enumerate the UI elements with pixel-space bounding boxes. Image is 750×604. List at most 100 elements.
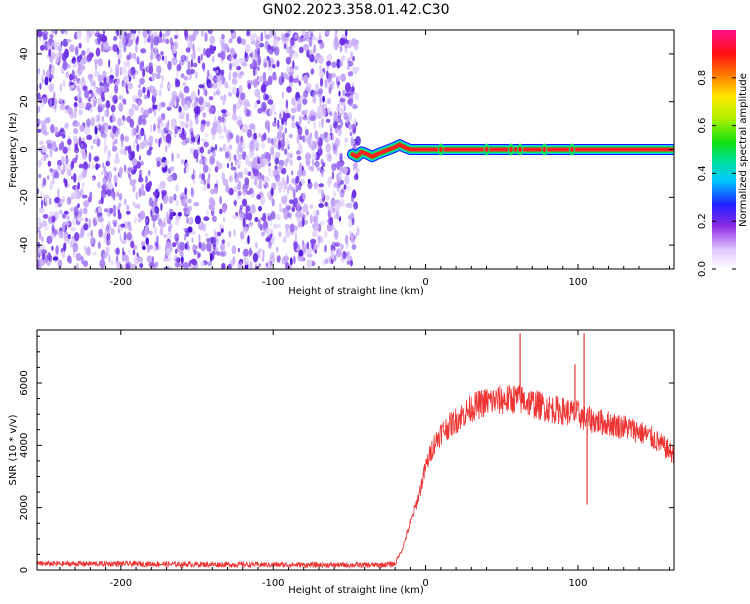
spectrogram-noise-blob bbox=[216, 160, 219, 166]
spectrogram-noise-blob bbox=[116, 47, 120, 55]
spectrogram-noise-blob bbox=[297, 121, 302, 126]
spectrogram-noise-blob bbox=[152, 220, 155, 229]
spectrogram-noise-blob bbox=[227, 263, 232, 269]
spectrogram-noise-blob bbox=[321, 188, 324, 199]
spectrogram-noise-blob bbox=[41, 220, 48, 227]
spectrogram-noise-blob bbox=[296, 133, 300, 144]
spectrogram-noise-blob bbox=[154, 206, 160, 214]
spectrogram-noise-blob bbox=[174, 34, 178, 40]
spectrogram-noise-blob bbox=[167, 101, 170, 108]
spectrogram-noise-blob bbox=[60, 231, 64, 239]
colorbar: 0.0 0.2 0.4 0.6 0.8 Normalized spectral ampl… bbox=[697, 30, 749, 277]
spectrogram-noise-blob bbox=[77, 216, 83, 222]
spectrogram-noise-blob bbox=[351, 244, 357, 250]
spectrogram-noise-blob bbox=[349, 132, 352, 137]
spectrogram-noise-blob bbox=[73, 135, 78, 144]
spectrogram-noise-blob bbox=[136, 56, 140, 65]
spectrogram-noise-blob bbox=[176, 70, 179, 78]
spectrogram-noise-blob bbox=[286, 86, 292, 93]
spectrogram-noise-blob bbox=[319, 71, 325, 78]
spectrogram-noise-blob bbox=[340, 243, 343, 251]
spectrogram-noise-blob bbox=[315, 83, 320, 92]
spectrogram-noise-blob bbox=[333, 120, 338, 129]
spectrogram-noise-blob bbox=[62, 80, 66, 88]
spectrogram-noise-blob bbox=[268, 240, 272, 249]
spectrogram-noise-blob bbox=[73, 173, 77, 183]
spectrogram-noise-blob bbox=[175, 257, 181, 263]
spectrogram-noise-blob bbox=[172, 242, 177, 248]
spectrogram-noise-blob bbox=[113, 174, 118, 183]
spectrogram-noise-blob bbox=[126, 204, 130, 211]
spectrogram-noise-blob bbox=[301, 217, 305, 227]
spectrogram-noise-blob bbox=[289, 212, 292, 220]
spectrogram-noise-blob bbox=[204, 89, 208, 97]
signal-track-blip-core bbox=[518, 147, 523, 152]
colorbar-tick-label: 0.4 bbox=[697, 165, 708, 181]
spectrogram-noise-blob bbox=[279, 108, 284, 114]
spectrogram-noise-blob bbox=[264, 30, 267, 37]
spectrogram-noise-blob bbox=[179, 262, 185, 268]
spectrogram-noise-blob bbox=[138, 218, 142, 223]
spectrogram-noise-blob bbox=[264, 78, 269, 86]
spectrogram-noise-blob bbox=[102, 162, 105, 169]
spectrogram-noise-blob bbox=[210, 126, 217, 136]
spectrogram-noise-blob bbox=[200, 123, 205, 133]
spectrogram-noise-blob bbox=[54, 30, 58, 35]
spectrogram-noise-blob bbox=[301, 110, 307, 116]
spectrogram-noise-blob bbox=[233, 186, 238, 193]
spectrogram-noise-blob bbox=[221, 228, 224, 233]
spectrogram-noise-blob bbox=[259, 157, 263, 163]
spectrogram-noise-blob bbox=[167, 225, 172, 233]
spectrogram-noise-blob bbox=[131, 126, 136, 137]
spectrogram-noise-blob bbox=[165, 133, 172, 144]
snr-background bbox=[37, 330, 674, 570]
colorbar-tick-label: 0.0 bbox=[697, 261, 708, 277]
spectrogram-noise-blob bbox=[274, 174, 281, 182]
spectrogram-noise-blob bbox=[250, 151, 255, 157]
spectrogram-noise-blob bbox=[53, 91, 56, 99]
spectrogram-noise-blob bbox=[238, 84, 243, 95]
spectrogram-noise-blob bbox=[284, 223, 290, 230]
spectrogram-noise-blob bbox=[65, 158, 70, 164]
spectrogram-noise-blob bbox=[77, 61, 84, 66]
spectrogram-noise-blob bbox=[260, 32, 264, 42]
spectrogram-noise-blob bbox=[134, 204, 139, 209]
spectrogram-noise-blob bbox=[254, 88, 261, 98]
spectrogram-noise-blob bbox=[209, 108, 213, 113]
spectrogram-noise-blob bbox=[229, 63, 232, 71]
spectrogram-noise-blob bbox=[61, 134, 66, 139]
spectrogram-noise-blob bbox=[285, 203, 288, 212]
spectrogram-noise-blob bbox=[182, 82, 187, 87]
spectrogram-noise-blob bbox=[129, 118, 135, 128]
spectrogram-noise-blob bbox=[273, 38, 278, 48]
spectrogram-noise-blob bbox=[315, 37, 319, 42]
spectrogram-noise-blob bbox=[103, 41, 109, 50]
spectrogram-noise-blob bbox=[319, 221, 325, 226]
spectrogram-noise-blob bbox=[200, 179, 204, 185]
spectrogram-noise-blob bbox=[68, 168, 72, 177]
spectrogram-noise-blob bbox=[323, 131, 329, 139]
spectrogram-noise-blob bbox=[76, 56, 81, 63]
spectrogram-noise-blob bbox=[140, 256, 144, 264]
spectrogram-noise-blob bbox=[169, 37, 173, 45]
spectrogram-noise-blob bbox=[123, 231, 127, 241]
spectrogram-noise-blob bbox=[298, 221, 301, 228]
spectrogram-noise-blob bbox=[41, 235, 44, 243]
spectrogram-noise-blob bbox=[70, 227, 76, 232]
spectrogram-noise-blob bbox=[113, 35, 118, 41]
spectrogram-noise-blob bbox=[42, 147, 48, 153]
spectrogram-noise-blob bbox=[252, 168, 259, 177]
spectrogram-noise-blob bbox=[191, 173, 195, 180]
spectrogram-noise-blob bbox=[122, 247, 124, 255]
spectrogram-noise-blob bbox=[197, 55, 201, 64]
spectrogram-noise-blob bbox=[110, 228, 115, 236]
spectrogram-noise-blob bbox=[201, 173, 206, 181]
spectrogram-noise-blob bbox=[303, 74, 309, 84]
spectrogram-noise-blob bbox=[161, 75, 164, 83]
spectrogram-noise-blob bbox=[271, 138, 274, 146]
spectrogram-noise-blob bbox=[93, 58, 99, 65]
signal-track-blip-core bbox=[484, 147, 489, 152]
spectrogram-noise-blob bbox=[96, 123, 99, 129]
